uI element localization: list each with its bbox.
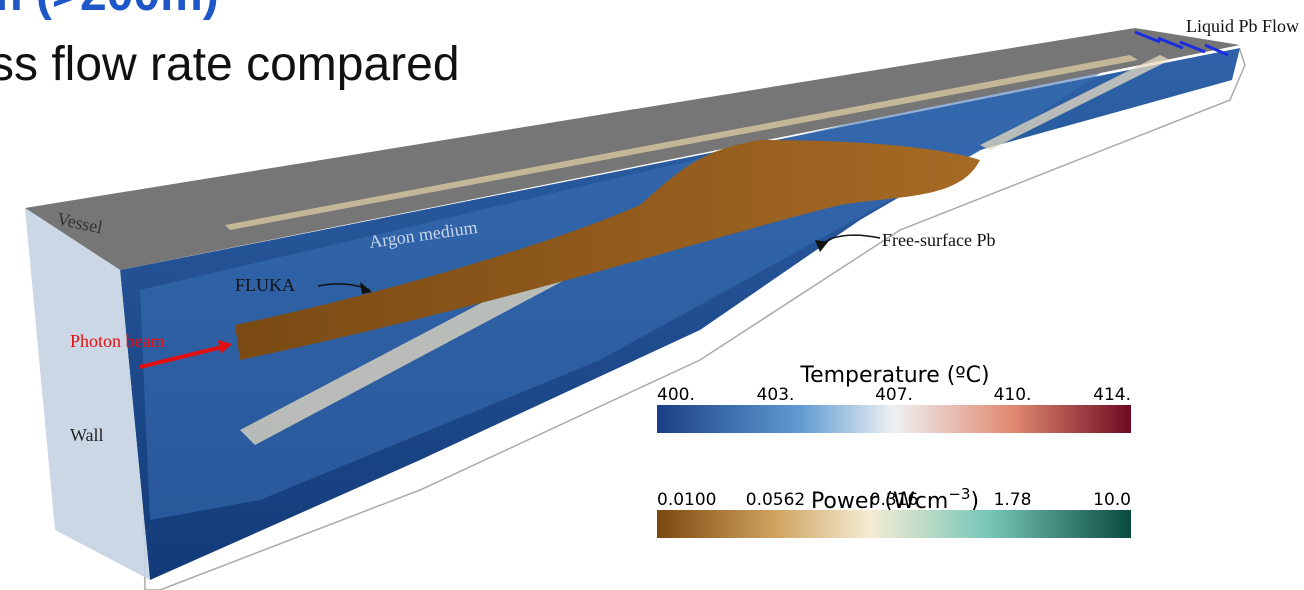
colorbar-tick: 407. [875, 385, 913, 405]
colorbar [657, 510, 1131, 538]
colorbar-tick: 0.0562 [746, 490, 805, 510]
subtitle: ss flow rate compared [0, 38, 460, 91]
colorbar [657, 405, 1131, 433]
colorbar-tick: 10.0 [1093, 490, 1131, 510]
colorbar-tick: 414. [1093, 385, 1131, 405]
colorbar-tick: 403. [757, 385, 795, 405]
figure: m (>200m) ss flow rate compared Liquid P… [0, 0, 1304, 590]
colorbar-tick: 1.78 [994, 490, 1032, 510]
label: Free-surface Pb [882, 230, 995, 250]
colorbar-tick: 0.316 [870, 490, 919, 510]
page: m (>200m) ss flow rate compared Liquid P… [0, 0, 1304, 590]
label: Wall [70, 425, 104, 445]
label: Photon beam [70, 331, 165, 351]
colorbar-tick: 400. [657, 385, 695, 405]
colorbar-title-sup: −3 [948, 485, 970, 503]
label: Liquid Pb Flow [1186, 16, 1299, 36]
label: FLUKA [235, 275, 295, 295]
title: m (>200m) [0, 0, 219, 21]
colorbar-tick: 0.0100 [657, 490, 716, 510]
colorbar-tick: 410. [994, 385, 1032, 405]
